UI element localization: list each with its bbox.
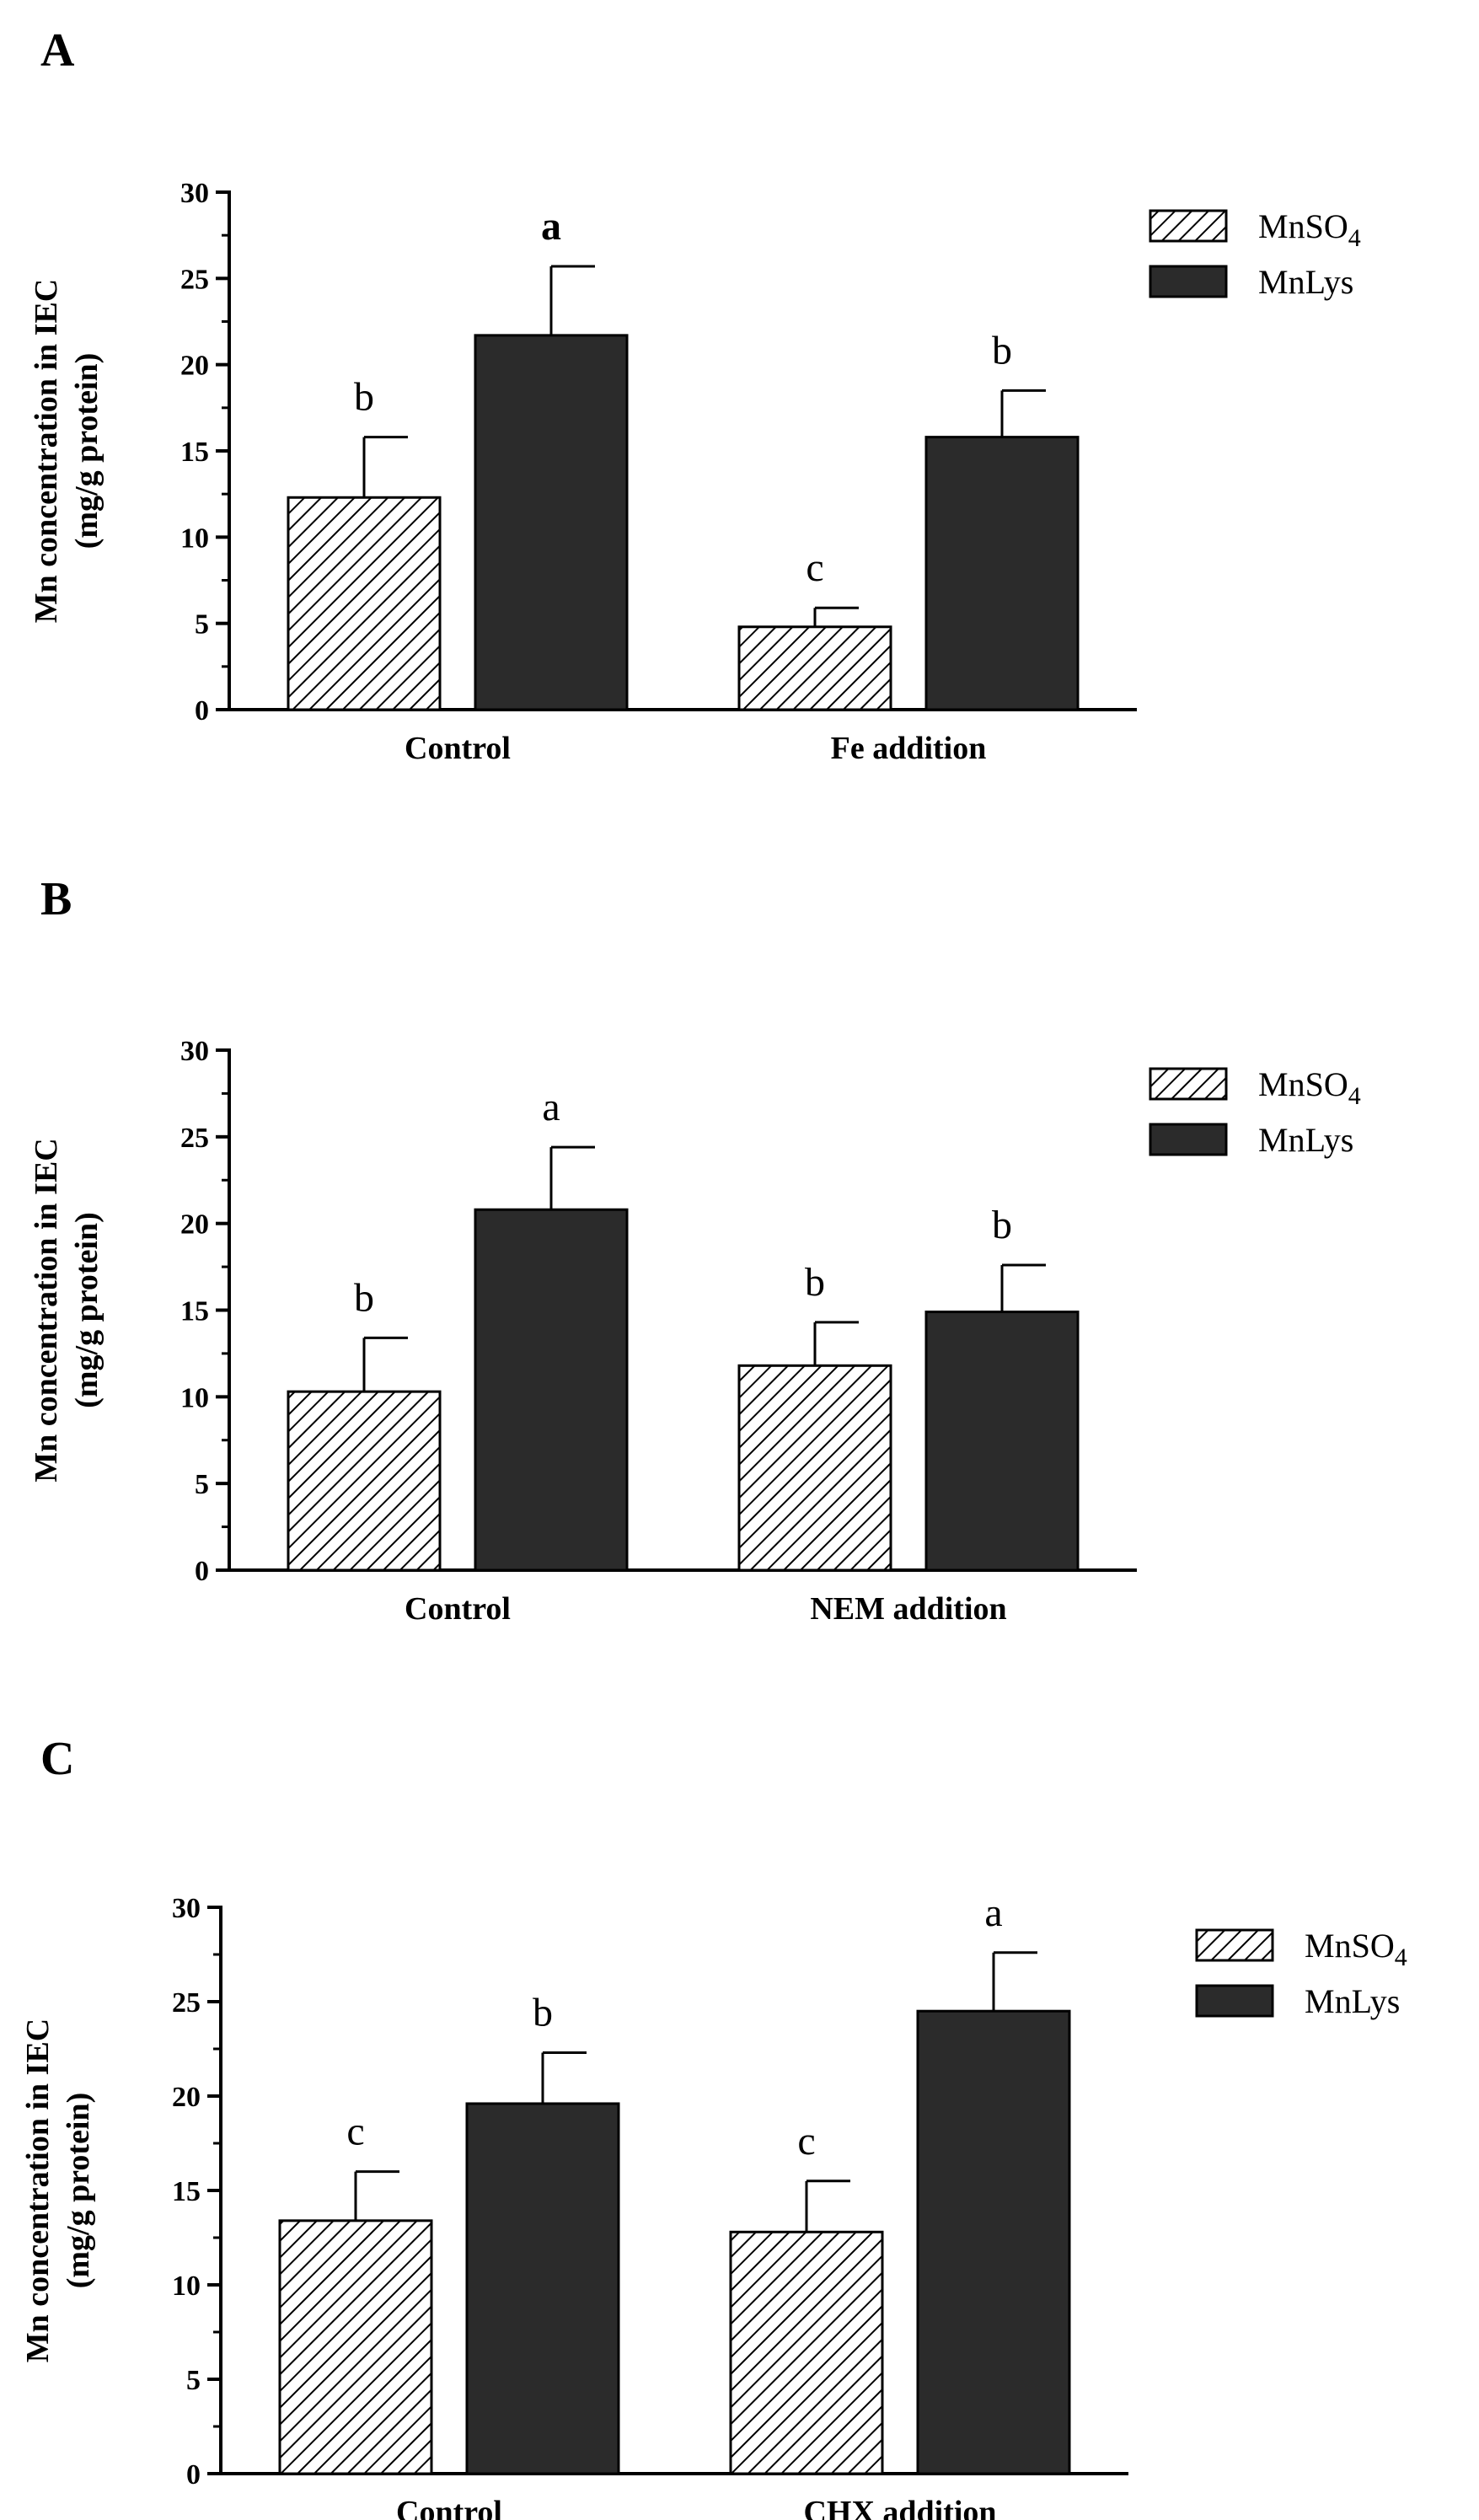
y-tick-label: 15	[180, 1296, 209, 1327]
x-category-label: Control	[396, 2495, 502, 2520]
x-category-label: CHX addition	[803, 2495, 996, 2520]
bar-mnlys-chx-addition	[916, 2009, 1071, 2475]
significance-label: b	[992, 328, 1012, 373]
legend-label-text: MnSO	[1258, 207, 1348, 245]
significance-label: b	[533, 1990, 553, 2035]
significance-label: c	[806, 545, 823, 590]
y-tick-label: 15	[172, 2176, 201, 2207]
y-tick-label: 20	[180, 351, 209, 382]
x-category-label: Control	[405, 731, 511, 766]
legend-swatch-mnso4	[1149, 1067, 1228, 1101]
legend: MnSO4 MnLys	[1149, 1065, 1361, 1159]
y-tick-label: 30	[180, 1036, 209, 1067]
bar-mnlys-control	[474, 1208, 629, 1572]
y-tick-label: 25	[172, 1987, 201, 2019]
legend-label-text: MnLys	[1258, 1121, 1353, 1159]
legend-label-subscript: 4	[1348, 224, 1361, 252]
legend-swatch-mnso4	[1149, 209, 1228, 243]
y-tick-label: 30	[180, 178, 209, 209]
significance-label: b	[354, 1275, 374, 1320]
y-tick-label: 15	[180, 437, 209, 468]
y-tick-label: 5	[195, 609, 209, 641]
legend-swatch-mnlys	[1149, 265, 1228, 298]
legend-label-mnlys: MnLys	[1258, 1121, 1353, 1159]
bar-mnlys-fe-addition	[924, 436, 1080, 711]
panel-letter: A	[40, 24, 75, 77]
significance-label: b	[805, 1260, 825, 1305]
bar-mnso4-control	[287, 1390, 442, 1572]
significance-label: b	[354, 375, 374, 420]
y-tick-label: 25	[180, 264, 209, 295]
bar-mnlys-nem-addition	[924, 1311, 1080, 1572]
y-tick-label: 30	[172, 1893, 201, 1924]
bar-mnso4-fe-addition	[737, 625, 892, 711]
significance-label: a	[984, 1890, 1002, 1935]
y-tick-label: 0	[195, 1556, 209, 1587]
legend-label-text: MnSO	[1305, 1927, 1395, 1965]
legend-label-mnso4: MnSO4	[1258, 1065, 1361, 1110]
y-axis-title-line1: Mn concentration in IEC	[20, 2019, 56, 2363]
y-axis-title-line1: Mn concentration in IEC	[29, 1138, 64, 1483]
significance-label: c	[346, 2110, 364, 2154]
legend-label-text: MnSO	[1258, 1065, 1348, 1103]
y-tick-label: 5	[195, 1469, 209, 1500]
legend: MnSO4 MnLys	[1195, 1927, 1407, 2020]
legend-swatch-mnso4	[1195, 1928, 1274, 1962]
y-tick-label: 20	[180, 1209, 209, 1241]
bar-mnlys-control	[474, 334, 629, 711]
significance-label: a	[542, 1085, 560, 1129]
y-tick-label: 10	[172, 2271, 201, 2302]
y-tick-label: 20	[172, 2082, 201, 2113]
legend-label-mnso4: MnSO4	[1258, 207, 1361, 252]
y-tick-label: 0	[195, 695, 209, 727]
x-category-label: Control	[405, 1591, 511, 1627]
y-tick-label: 25	[180, 1123, 209, 1154]
legend-label-subscript: 4	[1348, 1082, 1361, 1110]
legend-label-mnso4: MnSO4	[1305, 1927, 1407, 1971]
panel-a: A Mn concentration in IEC (mg/g protein) 0 5…	[29, 24, 1361, 766]
bar-mnso4-chx-addition	[729, 2230, 884, 2475]
y-axis-title-line1: Mn concentration in IEC	[29, 279, 64, 624]
panel-c: C Mn concentration in IEC (mg/g protein) 0 5…	[20, 1733, 1407, 2520]
y-tick-label: 10	[180, 1382, 209, 1413]
legend-label-subscript: 4	[1395, 1944, 1407, 1971]
x-category-label: NEM addition	[810, 1591, 1006, 1627]
significance-label: c	[797, 2119, 815, 2163]
bar-mnso4-control	[278, 2219, 433, 2475]
significance-label: b	[992, 1203, 1012, 1247]
y-axis-title-line2: (mg/g protein)	[69, 1212, 104, 1408]
y-axis-title-line2: (mg/g protein)	[61, 2093, 96, 2289]
x-category-label: Fe addition	[831, 731, 987, 766]
y-tick-label: 5	[186, 2365, 201, 2396]
legend-label-mnlys: MnLys	[1258, 263, 1353, 301]
bar-mnso4-nem-addition	[737, 1364, 892, 1572]
legend-label-text: MnLys	[1305, 1982, 1400, 2020]
panel-letter: B	[40, 873, 72, 925]
legend-swatch-mnlys	[1195, 1984, 1274, 2018]
bar-mnlys-control	[465, 2102, 620, 2475]
legend-label-text: MnLys	[1258, 263, 1353, 301]
legend: MnSO4 MnLys	[1149, 207, 1361, 301]
y-tick-label: 0	[186, 2459, 201, 2491]
panel-b: B Mn concentration in IEC (mg/g protein) 0 5…	[29, 873, 1361, 1627]
legend-swatch-mnlys	[1149, 1123, 1228, 1156]
panel-letter: C	[40, 1733, 74, 1785]
y-tick-label: 10	[180, 523, 209, 554]
legend-label-mnlys: MnLys	[1305, 1982, 1400, 2020]
y-axis-title-line2: (mg/g protein)	[69, 353, 104, 550]
bar-mnso4-control	[287, 496, 442, 711]
significance-label: a	[541, 204, 561, 249]
